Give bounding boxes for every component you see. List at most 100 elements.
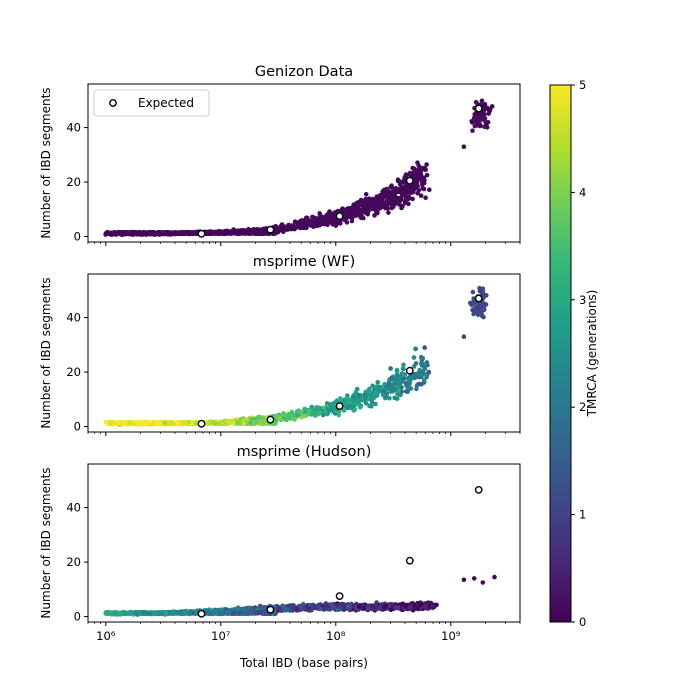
data-point <box>411 186 417 192</box>
data-point <box>230 420 235 426</box>
data-point <box>297 409 302 415</box>
data-point <box>334 398 340 404</box>
data-point <box>121 420 127 425</box>
data-point <box>350 394 356 400</box>
data-point <box>276 605 282 611</box>
data-point <box>371 199 376 204</box>
data-point <box>343 398 348 404</box>
data-point <box>370 604 375 610</box>
data-point <box>461 334 467 340</box>
data-point <box>351 203 357 208</box>
data-point <box>420 356 426 361</box>
data-point <box>331 405 336 411</box>
data-point <box>331 604 336 610</box>
data-point <box>482 112 487 117</box>
data-point <box>360 397 366 402</box>
y-tick-label: 40 <box>66 311 81 325</box>
data-point <box>422 166 428 171</box>
data-point <box>411 355 417 360</box>
data-point <box>241 420 246 426</box>
data-point <box>375 201 381 207</box>
data-point <box>292 417 297 422</box>
data-point <box>352 407 358 412</box>
data-point <box>207 420 212 425</box>
expected-point <box>405 366 414 375</box>
data-point <box>373 401 378 407</box>
y-tick-label: 0 <box>74 230 81 244</box>
data-point <box>133 231 138 236</box>
data-point <box>227 231 232 236</box>
data-point <box>424 360 430 365</box>
data-point <box>137 420 143 425</box>
data-point <box>412 167 418 173</box>
data-point <box>485 120 491 125</box>
data-point <box>340 206 345 211</box>
data-point <box>299 218 304 223</box>
data-point <box>355 398 360 404</box>
data-point <box>240 230 245 235</box>
data-point <box>260 230 265 236</box>
data-point <box>397 200 402 206</box>
data-point <box>367 403 372 409</box>
data-point <box>165 230 171 235</box>
data-point <box>426 369 432 375</box>
data-point <box>357 404 363 410</box>
data-point <box>487 107 493 112</box>
data-point <box>158 419 163 425</box>
data-point <box>415 160 420 165</box>
data-point <box>475 111 480 117</box>
data-point <box>221 231 227 236</box>
data-point <box>143 610 148 615</box>
data-point <box>396 382 402 388</box>
data-point <box>235 420 240 426</box>
data-point <box>327 217 332 222</box>
x-axis-genizon <box>87 242 521 246</box>
data-point <box>325 604 331 609</box>
data-point <box>378 602 384 608</box>
data-point <box>302 413 308 419</box>
data-point <box>249 231 254 236</box>
data-point <box>330 409 336 414</box>
data-point <box>309 404 315 410</box>
data-point <box>394 376 399 382</box>
data-point <box>371 395 377 401</box>
data-point <box>386 210 391 215</box>
data-point <box>317 211 323 216</box>
data-point <box>482 115 487 121</box>
data-point <box>322 606 327 612</box>
data-point <box>343 210 349 215</box>
data-point <box>171 421 177 427</box>
data-point <box>401 373 406 378</box>
data-point <box>162 420 167 426</box>
data-point <box>185 230 191 235</box>
data-point <box>365 201 371 206</box>
data-point <box>315 604 321 609</box>
y-tick-label: 20 <box>66 365 81 379</box>
expected-point <box>197 229 206 238</box>
points-wf <box>103 285 489 428</box>
y-tick-label: 40 <box>66 121 81 135</box>
data-point <box>361 606 367 611</box>
data-point <box>280 603 285 609</box>
data-point <box>412 375 418 381</box>
data-point <box>126 420 131 425</box>
data-point <box>418 373 424 378</box>
data-point <box>413 182 419 187</box>
data-point <box>404 382 410 388</box>
data-point <box>349 218 355 224</box>
data-point <box>407 190 413 196</box>
data-point <box>375 380 381 385</box>
data-point <box>489 104 495 109</box>
data-point <box>317 406 323 412</box>
data-point <box>424 172 430 178</box>
data-point <box>289 412 294 418</box>
expected-point <box>335 212 344 221</box>
data-point <box>476 118 482 123</box>
data-point <box>347 210 353 215</box>
data-point <box>407 170 413 176</box>
data-point <box>386 189 392 194</box>
data-point <box>139 231 144 236</box>
expected-point <box>405 176 414 185</box>
data-point <box>291 605 296 610</box>
